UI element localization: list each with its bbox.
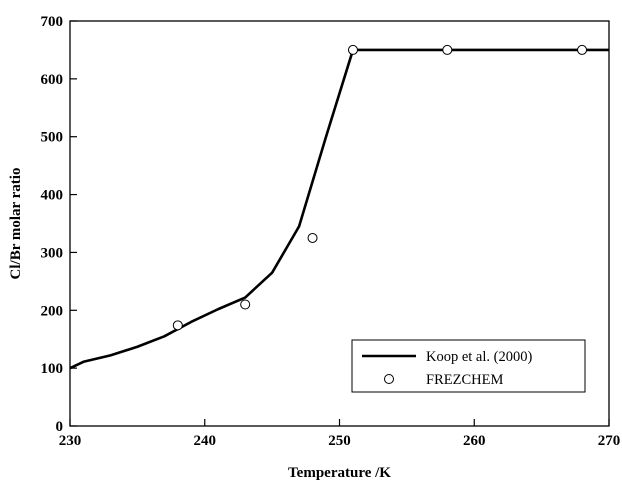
x-tick-label: 230 <box>59 433 82 449</box>
series-line-koop <box>69 48 609 370</box>
x-axis-title: Temperature /K <box>288 465 391 481</box>
y-axis-ticks: 0 100 200 300 400 500 600 700 <box>41 14 77 435</box>
frezchem-point <box>307 232 318 243</box>
y-axis-title: Cl/Br molar ratio <box>8 168 24 280</box>
frezchem-point <box>577 44 588 55</box>
legend-label-frezchem: FREZCHEM <box>426 372 503 388</box>
y-tick-label: 200 <box>41 303 64 319</box>
y-tick-label: 300 <box>41 245 64 261</box>
frezchem-point <box>442 44 453 55</box>
y-tick-label: 500 <box>41 130 64 146</box>
y-tick-label: 100 <box>41 361 64 377</box>
series-layer <box>69 44 609 370</box>
x-tick-label: 240 <box>194 433 217 449</box>
x-tick-label: 250 <box>328 433 351 449</box>
y-tick-label: 600 <box>41 72 64 88</box>
legend-label-koop: Koop et al. (2000) <box>426 349 532 365</box>
frezchem-point <box>240 299 251 310</box>
frezchem-point <box>172 320 183 331</box>
legend: Koop et al. (2000) FREZCHEM <box>351 339 586 393</box>
y-tick-label: 0 <box>56 419 64 435</box>
frezchem-point <box>347 44 358 55</box>
x-axis-ticks: 230 240 250 260 270 <box>59 419 621 449</box>
x-tick-label: 270 <box>598 433 621 449</box>
legend-marker-swatch <box>384 374 394 384</box>
x-tick-label: 260 <box>463 433 486 449</box>
y-tick-label: 700 <box>41 14 64 30</box>
y-tick-label: 400 <box>41 188 64 204</box>
